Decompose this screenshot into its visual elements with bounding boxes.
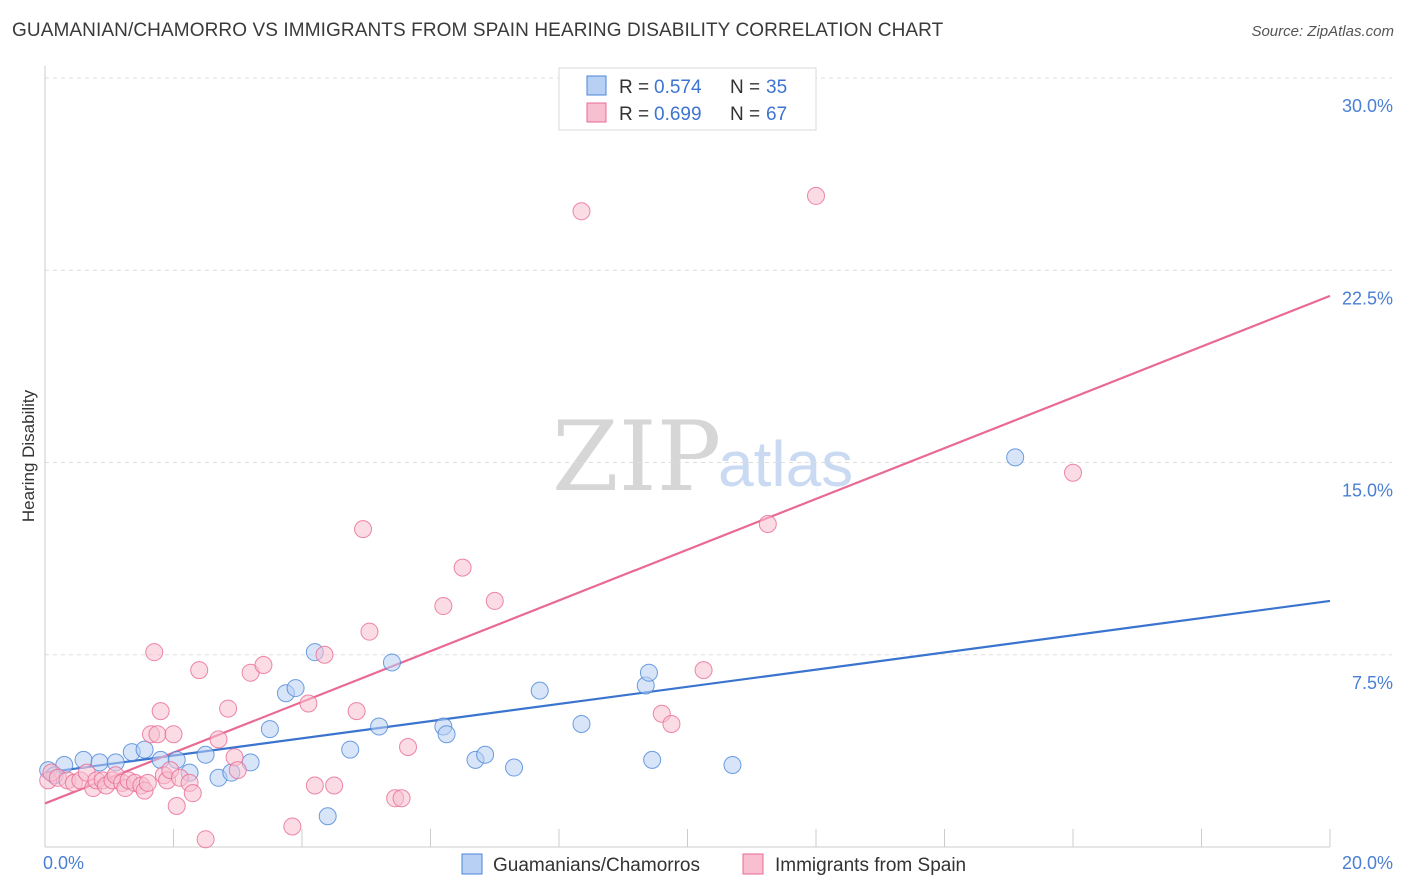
spain-point (399, 738, 418, 757)
source-label: Source: ZipAtlas.com (1251, 23, 1394, 40)
trend-lines (44, 294, 1331, 805)
spain-point (196, 830, 215, 849)
bottom-legend-label: Immigrants from Spain (775, 855, 966, 876)
legend: R = 0.574 N = 35 R = 0.699 N = 67 (558, 67, 817, 131)
x-tick-label: 0.0% (43, 853, 84, 873)
guamanian-point (723, 755, 742, 774)
spain-point (485, 591, 504, 610)
watermark-zip: ZIP (552, 401, 721, 513)
legend-r-value: 0.699 (654, 104, 702, 125)
spain-point (148, 725, 167, 744)
guamanian-point (476, 745, 495, 764)
legend-r-value: 0.574 (654, 77, 702, 98)
guamanian-point (196, 745, 215, 764)
spain-trend-line (44, 294, 1331, 805)
legend-n-label: N = (730, 77, 760, 98)
guamanian-point (260, 720, 279, 739)
y-tick-label: 30.0% (1342, 96, 1393, 116)
guamanian-point (341, 740, 360, 759)
spain-point (453, 558, 472, 577)
axes (44, 66, 1331, 848)
spain-point (305, 776, 324, 795)
spain-point (209, 730, 228, 749)
guamanian-point (286, 679, 305, 698)
gridlines (45, 77, 1392, 656)
spain-point (694, 661, 713, 680)
bottom-legend-label: Guamanians/Chamorros (493, 855, 700, 876)
spain-point (807, 186, 825, 205)
guamanian-point (572, 714, 591, 733)
guamanian-point (370, 717, 389, 736)
spain-point (434, 597, 453, 616)
spain-point (392, 789, 411, 808)
legend-swatch-pink (586, 102, 607, 123)
data-points (39, 186, 1082, 849)
guamanian-point (643, 750, 662, 769)
bottom-legend-swatch-pink (742, 853, 764, 875)
spain-point (228, 761, 247, 780)
guamanian-point (135, 740, 154, 759)
y-axis-label: Hearing Disability (19, 389, 38, 522)
guamanian-point (437, 725, 456, 744)
spain-point (360, 622, 379, 641)
spain-point (190, 661, 209, 680)
spain-point (138, 773, 157, 792)
guamanian-trend-line (44, 599, 1331, 774)
spain-point (219, 699, 238, 718)
spain-point (347, 702, 366, 721)
spain-point (1064, 463, 1082, 482)
bottom-legend-swatch-blue (461, 853, 483, 875)
spain-point (183, 784, 202, 803)
y-tick-label: 22.5% (1342, 288, 1393, 308)
legend-r-label: R = (619, 104, 649, 125)
spain-point (354, 520, 373, 539)
tick-labels: 7.5% 15.0% 22.5% 30.0% 0.0% 20.0% (43, 96, 1393, 873)
bottom-legend: Guamanians/Chamorros Immigrants from Spa… (461, 853, 966, 876)
legend-n-value: 35 (766, 77, 787, 98)
x-tick-label: 20.0% (1342, 853, 1393, 873)
spain-point (164, 725, 183, 744)
y-tick-label: 7.5% (1352, 673, 1393, 693)
guamanian-point (530, 681, 549, 700)
spain-point (151, 702, 170, 721)
spain-point (572, 202, 591, 221)
spain-point (254, 656, 273, 675)
spain-point (325, 776, 344, 795)
chart-title: GUAMANIAN/CHAMORRO VS IMMIGRANTS FROM SP… (12, 20, 944, 41)
guamanian-point (1006, 448, 1025, 467)
guamanian-point (505, 758, 524, 777)
spain-point (283, 817, 302, 836)
spain-point (315, 645, 334, 664)
guamanian-point (639, 663, 658, 682)
spain-point (758, 515, 777, 534)
legend-swatch-blue (586, 75, 607, 96)
legend-n-value: 67 (766, 104, 787, 125)
guamanian-point (382, 653, 401, 672)
spain-point (299, 694, 318, 713)
legend-r-label: R = (619, 77, 649, 98)
watermark-atlas: atlas (718, 428, 853, 500)
spain-point (662, 714, 681, 733)
y-tick-label: 15.0% (1342, 481, 1393, 501)
guamanian-point (318, 807, 337, 826)
legend-n-label: N = (730, 104, 760, 125)
spain-point (145, 643, 164, 662)
spain-point (167, 796, 186, 815)
